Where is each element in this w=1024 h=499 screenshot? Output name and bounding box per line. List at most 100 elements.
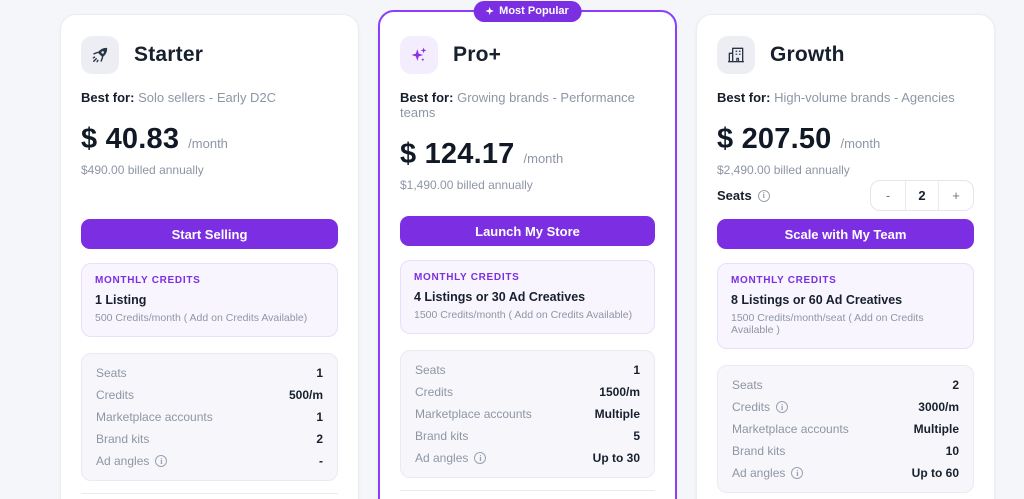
spec-value: 1500/m — [599, 385, 640, 399]
card-header: Pro+ — [400, 36, 655, 74]
spec-row-ad-angles: Ad angles Up to 60 — [732, 462, 959, 484]
seats-label: Seats — [717, 188, 752, 203]
spec-label: Credits — [732, 400, 771, 414]
credits-heading: MONTHLY CREDITS — [414, 272, 520, 283]
info-icon[interactable] — [791, 467, 804, 479]
credits-heading: MONTHLY CREDITS — [731, 275, 837, 286]
billed-annually: $1,490.00 billed annually — [400, 178, 533, 192]
best-for-label: Best for: — [717, 90, 771, 105]
spec-value: 2 — [316, 432, 323, 446]
plan-title: Starter — [134, 43, 204, 66]
spec-row-seats: Seats 1 — [96, 362, 323, 384]
info-icon[interactable] — [757, 189, 770, 202]
seats-decrement-button[interactable]: - — [885, 188, 891, 203]
specs-table: Seats 2 Credits 3000/m Marketplace accou… — [717, 365, 974, 493]
spec-row-seats: Seats 1 — [415, 359, 640, 381]
most-popular-badge: Most Popular — [473, 1, 582, 22]
price-row: $ 40.83 /month — [81, 123, 338, 156]
spec-label: Ad angles — [415, 451, 469, 465]
spec-row-brand-kits: Brand kits 10 — [732, 440, 959, 462]
building-icon — [717, 36, 755, 74]
seats-value: 2 — [905, 181, 939, 210]
spec-row-marketplace-accounts: Marketplace accounts Multiple — [415, 403, 640, 425]
price-period: /month — [523, 151, 564, 166]
spec-label: Seats — [732, 378, 763, 392]
spec-label: Ad angles — [96, 454, 150, 468]
spec-row-marketplace-accounts: Marketplace accounts 1 — [96, 406, 323, 428]
info-icon[interactable] — [155, 455, 168, 467]
best-for: Best for: Solo sellers - Early D2C — [81, 90, 338, 105]
credits-title: 8 Listings or 60 Ad Creatives — [731, 293, 903, 307]
spec-value: 1 — [316, 366, 323, 380]
badge-label: Most Popular — [499, 5, 569, 17]
info-icon[interactable] — [776, 401, 789, 413]
card-top: Starter Best for: Solo sellers - Early D… — [81, 32, 338, 219]
credits-heading: MONTHLY CREDITS — [95, 275, 201, 286]
billed-annually: $2,490.00 billed annually — [717, 163, 850, 177]
spec-label: Marketplace accounts — [415, 407, 532, 421]
card-header: Starter — [81, 36, 338, 74]
spec-label: Credits — [96, 388, 135, 402]
specs-table: Seats 1 Credits 500/m Marketplace accoun… — [81, 353, 338, 481]
spec-label: Marketplace accounts — [732, 422, 849, 436]
spec-row-ad-angles: Ad angles - — [96, 450, 323, 472]
launch-my-store-button[interactable]: Launch My Store — [400, 216, 655, 246]
spec-row-seats: Seats 2 — [732, 374, 959, 396]
spec-value: Multiple — [913, 422, 959, 436]
spec-label: Seats — [96, 366, 127, 380]
credits-subtitle: 500 Credits/month ( Add on Credits Avail… — [95, 312, 308, 324]
credits-subtitle: 1500 Credits/month ( Add on Credits Avai… — [414, 309, 633, 321]
spec-value: 5 — [633, 429, 640, 443]
monthly-credits-panel: MONTHLY CREDITS 8 Listings or 60 Ad Crea… — [717, 263, 974, 349]
spec-label: Marketplace accounts — [96, 410, 213, 424]
spec-value: Up to 30 — [592, 451, 640, 465]
seats-row: Seats - 2 + — [717, 180, 974, 211]
credits-title: 1 Listing — [95, 293, 147, 307]
credits-title: 4 Listings or 30 Ad Creatives — [414, 290, 586, 304]
price: $ 124.17 — [400, 138, 515, 170]
spec-value: - — [319, 454, 323, 468]
pricing-card-pro-plus: Most Popular Pro+ Best for: Growing bran… — [378, 1, 677, 499]
price-period: /month — [188, 136, 228, 151]
seats-increment-button[interactable]: + — [952, 188, 960, 203]
spec-row-credits: Credits 3000/m — [732, 396, 959, 418]
spec-value: 10 — [945, 444, 959, 458]
spec-label: Ad angles — [732, 466, 786, 480]
sparkle-icon — [484, 6, 494, 16]
spec-value: 3000/m — [918, 400, 959, 414]
best-for: Best for: High-volume brands - Agencies — [717, 90, 974, 105]
best-for-text: Growing brands - Performance teams — [400, 90, 635, 120]
price-period: /month — [840, 136, 881, 151]
best-for-text: High-volume brands - Agencies — [774, 90, 955, 105]
card-top: Pro+ Best for: Growing brands - Performa… — [400, 32, 655, 216]
plan-title: Pro+ — [453, 43, 502, 66]
spec-label: Brand kits — [732, 444, 786, 458]
best-for-label: Best for: — [81, 90, 135, 105]
spec-label: Brand kits — [96, 432, 150, 446]
price-row: $ 124.17 /month — [400, 138, 655, 171]
price: $ 207.50 — [717, 123, 832, 155]
seats-stepper[interactable]: - 2 + — [870, 180, 974, 211]
credits-subtitle: 1500 Credits/month/seat ( Add on Credits… — [731, 312, 924, 336]
start-selling-button[interactable]: Start Selling — [81, 219, 338, 249]
spec-value: 1 — [633, 363, 640, 377]
best-for: Best for: Growing brands - Performance t… — [400, 90, 655, 120]
scale-with-my-team-button[interactable]: Scale with My Team — [717, 219, 974, 249]
monthly-credits-panel: MONTHLY CREDITS 4 Listings or 30 Ad Crea… — [400, 260, 655, 334]
divider — [400, 490, 655, 491]
plan-title: Growth — [770, 43, 845, 66]
card-header: Growth — [717, 36, 974, 74]
best-for-text: Solo sellers - Early D2C — [138, 90, 277, 105]
spec-row-credits: Credits 1500/m — [415, 381, 640, 403]
info-icon[interactable] — [474, 452, 487, 464]
pricing-card-starter: Starter Best for: Solo sellers - Early D… — [60, 14, 359, 499]
spec-row-marketplace-accounts: Marketplace accounts Multiple — [732, 418, 959, 440]
spec-label: Seats — [415, 363, 446, 377]
rocket-icon — [81, 36, 119, 74]
spec-row-brand-kits: Brand kits 2 — [96, 428, 323, 450]
spec-row-credits: Credits 500/m — [96, 384, 323, 406]
spec-label: Brand kits — [415, 429, 469, 443]
spec-value: Up to 60 — [911, 466, 959, 480]
sparkles-icon — [400, 36, 438, 74]
